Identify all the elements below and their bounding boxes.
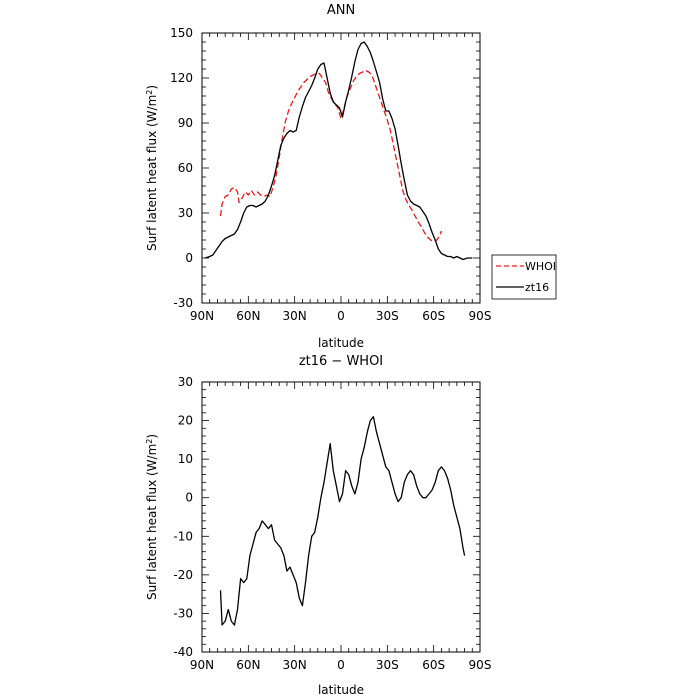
y-tick-label: 120 (170, 71, 193, 85)
legend: WHOI zt16 (491, 254, 557, 300)
y-tick-label: -30 (173, 296, 193, 310)
y-tick-label: -10 (173, 529, 193, 543)
plot-frame (201, 381, 481, 653)
y-axis-label: Surf latent heat flux (W/m2) (145, 434, 160, 600)
y-tick-label: 60 (178, 161, 193, 175)
plot-frame (201, 32, 481, 304)
y-tick-label: 10 (178, 452, 193, 466)
x-tick-label: 90N (190, 309, 214, 323)
y-axis-label-main: Surf latent heat flux (W/m (145, 95, 159, 251)
x-tick-label: 30N (283, 658, 307, 672)
x-tick-label: 60N (236, 658, 260, 672)
series-line-zt16 (204, 41, 473, 261)
y-tick-label: 30 (178, 375, 193, 389)
y-tick-label: 30 (178, 206, 193, 220)
y-tick-label: 0 (185, 251, 193, 265)
panel-title: ANN (327, 3, 355, 18)
y-tick-label: 150 (170, 26, 193, 40)
tick-marks (201, 381, 481, 653)
y-tick-label: 90 (178, 116, 193, 130)
y-axis-label-close: ) (145, 434, 159, 439)
legend-label-whoi: WHOI (525, 260, 556, 273)
x-tick-label: 0 (337, 658, 345, 672)
x-tick-label: 90N (190, 658, 214, 672)
y-axis-label: Surf latent heat flux (W/m2) (145, 85, 160, 251)
legend-box (491, 254, 557, 300)
x-axis-label: latitude (318, 336, 364, 350)
x-tick-label: 60N (236, 309, 260, 323)
legend-label-zt16: zt16 (525, 281, 549, 294)
y-tick-label: 20 (178, 414, 193, 428)
x-tick-label: 30S (376, 658, 399, 672)
x-axis-label: latitude (318, 683, 364, 697)
y-axis-label-main: Surf latent heat flux (W/m (145, 444, 159, 600)
y-axis-label-sup: 2 (145, 439, 154, 444)
series-lines (219, 416, 466, 626)
x-tick-label: 90S (469, 309, 492, 323)
tick-labels: 90N 60N 30N 0 30S 60S 90S -30 0 30 60 90 120 150 (170, 26, 491, 323)
x-tick-label: 60S (422, 309, 445, 323)
y-axis-label-close: ) (145, 85, 159, 90)
series-lines (204, 41, 473, 261)
x-tick-label: 90S (469, 658, 492, 672)
difference-panel: zt16 − WHOI 90N 60N 30N 0 30S 60S 90S -40 -30 -20… (145, 354, 492, 697)
x-tick-label: 0 (337, 309, 345, 323)
y-tick-label: -20 (173, 568, 193, 582)
x-tick-label: 30N (283, 309, 307, 323)
tick-labels: 90N 60N 30N 0 30S 60S 90S -40 -30 -20 -10 0 10 20 30 (173, 375, 491, 672)
y-tick-label: -30 (173, 606, 193, 620)
series-line-diff-0 (219, 416, 466, 626)
series-line-whoi (219, 69, 443, 243)
x-tick-label: 30S (376, 309, 399, 323)
y-axis-label-sup: 2 (145, 90, 154, 95)
annual-flux-panel: ANN 90N 60N 30N 0 30S 60S 90S-300306090120150 … (145, 3, 492, 350)
y-tick-label: -40 (173, 645, 193, 659)
tick-marks (201, 32, 481, 304)
x-tick-label: 60S (422, 658, 445, 672)
panel-title: zt16 − WHOI (299, 354, 383, 369)
y-tick-label: 0 (185, 491, 193, 505)
